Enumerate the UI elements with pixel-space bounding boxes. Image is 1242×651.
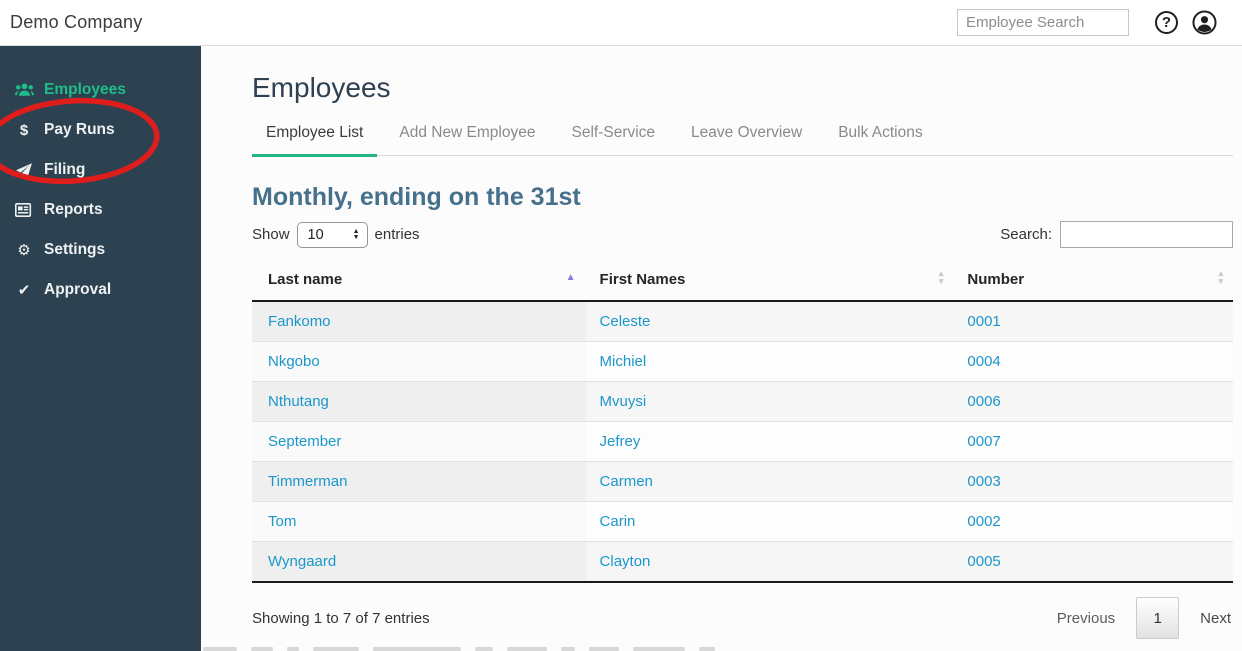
sidebar-item-label: Settings: [44, 241, 106, 258]
employee-search-input[interactable]: [957, 9, 1129, 36]
stepper-icon: ▲ ▼: [352, 228, 360, 241]
tab-add-new-employee[interactable]: Add New Employee: [399, 124, 536, 141]
paper-plane-icon: [13, 162, 35, 178]
table-body: Fankomo Celeste 0001 Nkgobo Michiel 0004…: [252, 301, 1233, 583]
previous-page-button[interactable]: Previous: [1056, 609, 1116, 627]
employee-first-name-link[interactable]: Clayton: [599, 553, 651, 570]
employee-number-link[interactable]: 0001: [967, 313, 1001, 330]
entries-label: entries: [374, 226, 420, 243]
table-header-row: Last name ▲ First Names ▲ ▼ Number: [252, 261, 1233, 302]
employee-last-name-link[interactable]: Nkgobo: [268, 353, 320, 370]
newspaper-icon: [13, 203, 35, 217]
tab-employee-list[interactable]: Employee List: [252, 124, 378, 157]
employee-first-name-link[interactable]: Michiel: [599, 353, 647, 370]
table-footer: Showing 1 to 7 of 7 entries Previous 1 N…: [252, 597, 1233, 639]
section-title: Monthly, ending on the 31st: [252, 183, 581, 211]
tab-leave-overview[interactable]: Leave Overview: [691, 124, 803, 141]
employee-first-name-link[interactable]: Carin: [599, 513, 636, 530]
employee-last-name-link[interactable]: Timmerman: [268, 473, 348, 490]
employee-number-link[interactable]: 0002: [967, 513, 1001, 530]
sidebar-item-label: Filing: [44, 161, 86, 178]
sidebar-item-label: Employees: [44, 81, 126, 98]
employee-last-name-link[interactable]: September: [268, 433, 342, 450]
cutoff-next-section: [203, 646, 729, 651]
page-number-button[interactable]: 1: [1136, 597, 1180, 639]
table-row: Timmerman Carmen 0003: [252, 461, 1233, 502]
tab-self-service[interactable]: Self-Service: [571, 124, 656, 141]
entries-summary: Showing 1 to 7 of 7 entries: [252, 609, 430, 627]
main-content: Employees Employee List Add New Employee…: [201, 46, 1242, 651]
show-label: Show: [252, 226, 290, 243]
help-icon[interactable]: ?: [1155, 11, 1178, 34]
sidebar-nav: Employees $ Pay Runs Filing: [0, 46, 201, 651]
sidebar-item-label: Pay Runs: [44, 121, 115, 138]
user-avatar-icon[interactable]: [1192, 10, 1217, 35]
sort-ascending-icon: ▲: [565, 272, 576, 283]
table-row: Tom Carin 0002: [252, 501, 1233, 542]
column-header-number[interactable]: Number ▲ ▼: [953, 261, 1233, 302]
entries-select-value: 10: [307, 226, 324, 243]
sidebar-item-settings[interactable]: ⚙ Settings: [0, 230, 201, 270]
tab-bulk-actions[interactable]: Bulk Actions: [838, 124, 923, 141]
top-header: Demo Company ?: [0, 0, 1242, 46]
sidebar-item-filing[interactable]: Filing: [0, 150, 201, 190]
employee-last-name-link[interactable]: Nthutang: [268, 393, 329, 410]
sidebar-item-label: Approval: [44, 281, 112, 298]
employee-last-name-link[interactable]: Wyngaard: [268, 553, 337, 570]
top-header-right: ?: [957, 9, 1217, 36]
employee-table: Last name ▲ First Names ▲ ▼ Number: [252, 261, 1233, 583]
employee-number-link[interactable]: 0003: [967, 473, 1001, 490]
table-row: September Jefrey 0007: [252, 421, 1233, 462]
employee-last-name-link[interactable]: Fankomo: [268, 313, 331, 330]
sort-both-icon: ▲ ▼: [936, 268, 946, 286]
table-search-control: Search:: [1000, 221, 1233, 248]
table-row: Nkgobo Michiel 0004: [252, 341, 1233, 382]
table-row: Nthutang Mvuysi 0006: [252, 381, 1233, 422]
check-icon: ✔: [17, 282, 31, 299]
employee-number-link[interactable]: 0006: [967, 393, 1001, 410]
sidebar-item-reports[interactable]: Reports: [0, 190, 201, 230]
entries-select[interactable]: 10 ▲ ▼: [296, 221, 368, 248]
users-icon: [13, 83, 35, 97]
employee-number-link[interactable]: 0004: [967, 353, 1001, 370]
sort-both-icon: ▲ ▼: [1216, 268, 1225, 286]
employee-first-name-link[interactable]: Carmen: [599, 473, 653, 490]
employee-first-name-link[interactable]: Mvuysi: [599, 393, 647, 410]
employee-number-link[interactable]: 0005: [967, 553, 1001, 570]
search-label: Search:: [1000, 226, 1052, 243]
pagination: Previous 1 Next: [1055, 597, 1233, 639]
employee-first-name-link[interactable]: Jefrey: [599, 433, 641, 450]
column-header-first-names[interactable]: First Names ▲ ▼: [585, 261, 954, 302]
page-title: Employees: [252, 72, 391, 103]
company-name: Demo Company: [10, 12, 143, 32]
dollar-icon: $: [19, 121, 29, 139]
column-header-last-name[interactable]: Last name ▲: [252, 261, 586, 302]
table-controls: Show 10 ▲ ▼ entries Search:: [252, 221, 1233, 248]
tab-bar: Employee List Add New Employee Self-Serv…: [252, 124, 1233, 157]
entries-length-control: Show 10 ▲ ▼ entries: [252, 221, 420, 248]
gear-icon: ⚙: [17, 242, 31, 259]
table-row: Fankomo Celeste 0001: [252, 301, 1233, 342]
next-page-button[interactable]: Next: [1200, 609, 1231, 627]
table-row: Wyngaard Clayton 0005: [252, 541, 1233, 583]
sidebar-item-approval[interactable]: ✔ Approval: [0, 270, 201, 310]
sidebar-item-pay-runs[interactable]: $ Pay Runs: [0, 110, 201, 150]
table-search-input[interactable]: [1060, 221, 1233, 248]
sidebar-item-employees[interactable]: Employees: [0, 70, 201, 110]
sidebar-item-label: Reports: [44, 201, 103, 218]
employee-last-name-link[interactable]: Tom: [268, 513, 297, 530]
employee-number-link[interactable]: 0007: [967, 433, 1001, 450]
employee-first-name-link[interactable]: Celeste: [599, 313, 651, 330]
